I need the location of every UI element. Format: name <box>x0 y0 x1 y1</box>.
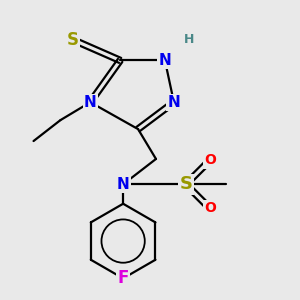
Text: N: N <box>167 95 180 110</box>
Text: S: S <box>179 175 192 193</box>
Text: N: N <box>84 95 97 110</box>
Text: O: O <box>204 154 216 167</box>
Text: N: N <box>117 177 130 192</box>
Text: N: N <box>159 53 171 68</box>
Text: H: H <box>184 33 194 46</box>
Text: S: S <box>66 31 78 49</box>
Text: F: F <box>117 269 129 287</box>
Text: O: O <box>204 201 216 215</box>
